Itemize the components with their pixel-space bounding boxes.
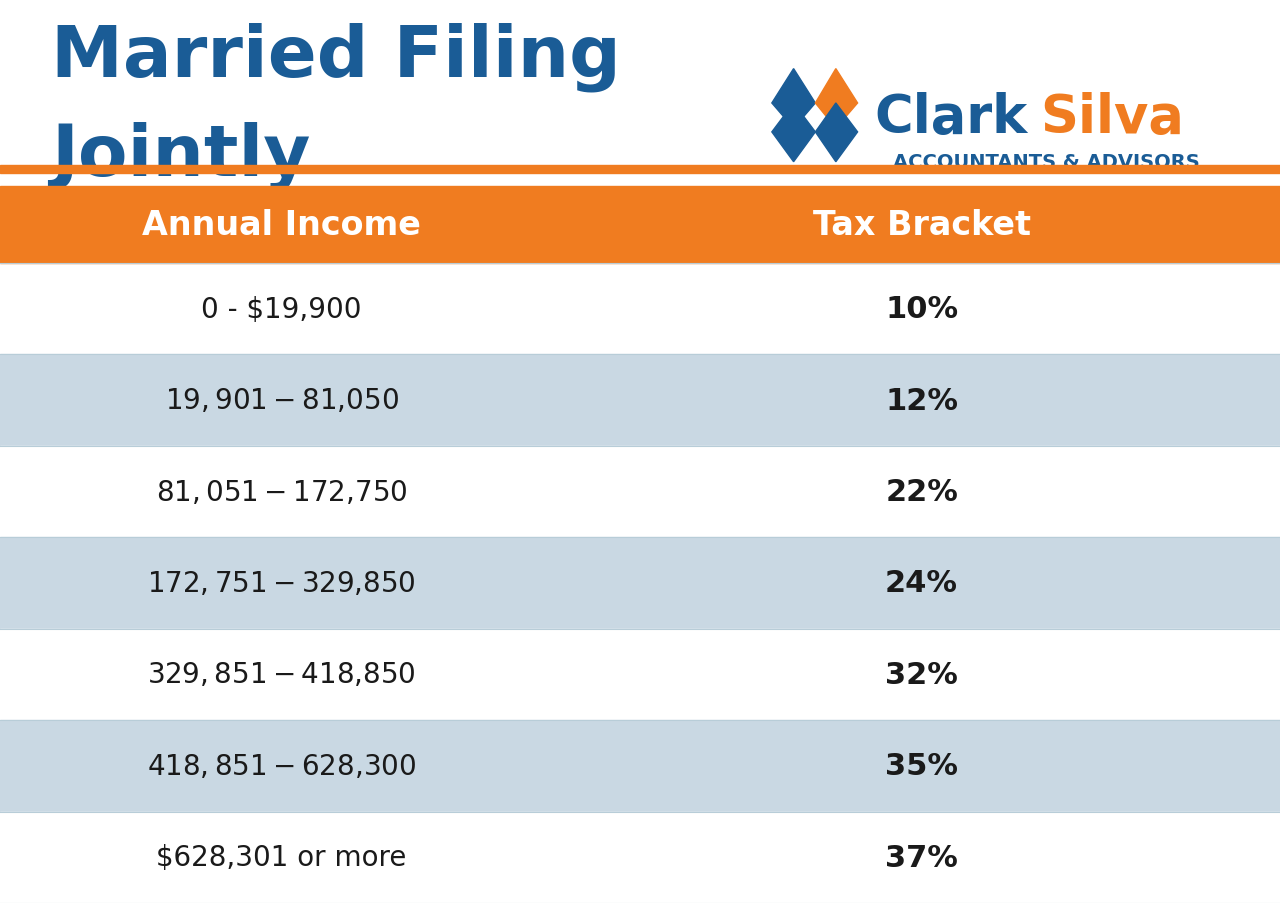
Text: $418,851 - $628,300: $418,851 - $628,300 (147, 752, 416, 780)
Text: Married Filing: Married Filing (51, 23, 621, 92)
Text: Clark: Clark (874, 91, 1028, 144)
Bar (0, 355, 1280, 446)
Polygon shape (772, 70, 815, 129)
Text: 37%: 37% (886, 842, 957, 871)
Text: 35%: 35% (884, 751, 959, 780)
Polygon shape (815, 104, 858, 163)
Text: Annual Income: Annual Income (142, 209, 421, 242)
Text: $81,051 - $172,750: $81,051 - $172,750 (156, 478, 407, 506)
Text: 32%: 32% (886, 660, 957, 689)
Text: 10%: 10% (884, 295, 959, 324)
Bar (0, 264, 1280, 355)
Bar (0, 187, 1280, 264)
Text: Tax Bracket: Tax Bracket (813, 209, 1030, 242)
Text: 12%: 12% (884, 386, 959, 415)
Bar (0, 166, 1280, 173)
Bar (0, 721, 1280, 812)
Text: $628,301 or more: $628,301 or more (156, 843, 407, 871)
Bar (0, 812, 1280, 903)
Text: 0 - $19,900: 0 - $19,900 (201, 295, 362, 323)
Text: $19,901 - $81,050: $19,901 - $81,050 (165, 386, 398, 414)
Text: Jointly: Jointly (51, 122, 311, 191)
Text: Silva: Silva (1041, 91, 1184, 144)
Text: 24%: 24% (884, 569, 959, 598)
Bar (0, 537, 1280, 629)
Bar (0, 446, 1280, 537)
Polygon shape (815, 70, 858, 129)
Text: ACCOUNTANTS & ADVISORS: ACCOUNTANTS & ADVISORS (893, 153, 1201, 172)
Polygon shape (772, 104, 815, 163)
Bar (0, 629, 1280, 721)
Text: 22%: 22% (886, 478, 957, 507)
Text: $329,851 - $418,850: $329,851 - $418,850 (147, 661, 416, 689)
Text: $172,751 - $329,850: $172,751 - $329,850 (147, 570, 416, 597)
